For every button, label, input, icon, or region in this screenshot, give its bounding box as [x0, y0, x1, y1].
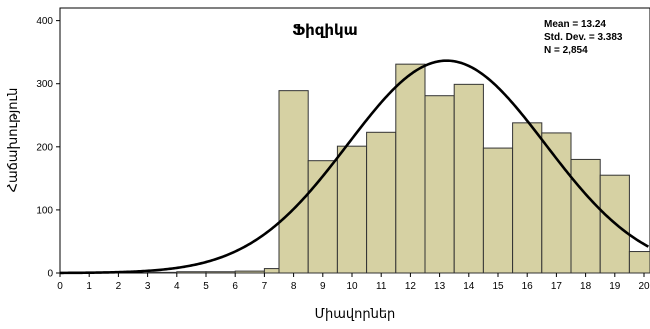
y-tick-label: 0	[47, 269, 53, 280]
x-tick-label: 12	[405, 281, 417, 292]
chart-title: Ֆիզիկա	[292, 21, 357, 39]
histogram-bar	[482, 147, 514, 274]
histogram-bar	[541, 132, 572, 274]
x-tick-label: 11	[376, 281, 387, 292]
x-tick-label: 13	[434, 281, 446, 292]
x-tick-label: 0	[57, 281, 63, 292]
normal-curve	[59, 59, 650, 275]
histogram-bar	[512, 122, 543, 274]
histogram-bar	[234, 270, 265, 274]
histogram-bar	[263, 268, 280, 274]
histogram-bar	[176, 271, 207, 274]
x-tick-label: 18	[580, 281, 592, 292]
histogram-bar	[395, 63, 426, 274]
histogram-bar	[570, 158, 601, 274]
stats-box: Mean = 13.24 Std. Dev. = 3.383 N = 2,854	[544, 19, 623, 56]
y-tick-label: 400	[36, 16, 53, 27]
x-tick-label: 20	[638, 281, 650, 292]
x-tick-label: 19	[609, 281, 621, 292]
x-tick-label: 3	[145, 281, 151, 292]
histogram-bar	[366, 131, 397, 274]
stats-std-dev: Std. Dev. = 3.383	[544, 32, 623, 43]
x-axis: 0 1 2 3 4 5 6 7 8 9 10 11 12 13 14 15 16 17 18 19 20	[57, 273, 650, 292]
histogram-bar	[424, 95, 455, 274]
y-axis-title: Հաճախություն	[6, 88, 21, 193]
y-tick-label: 100	[36, 205, 53, 216]
histogram-bar	[453, 83, 484, 274]
stats-n: N = 2,854	[544, 45, 588, 56]
histogram-bar	[147, 271, 178, 274]
histogram-bars	[147, 63, 650, 274]
x-tick-label: 15	[492, 281, 504, 292]
x-tick-label: 10	[346, 281, 358, 292]
x-tick-label: 2	[116, 281, 122, 292]
histogram-bar	[336, 145, 368, 274]
x-tick-label: 17	[551, 281, 563, 292]
y-tick-label: 200	[36, 142, 53, 153]
histogram-bar	[278, 90, 309, 274]
x-tick-label: 16	[522, 281, 534, 292]
x-tick-label: 8	[291, 281, 297, 292]
x-tick-label: 4	[174, 281, 180, 292]
histogram-bar	[628, 251, 650, 274]
histogram-bar	[205, 271, 236, 274]
y-axis: 0 100 200 300 400	[36, 16, 60, 280]
x-tick-label: 6	[232, 281, 238, 292]
x-tick-label: 14	[463, 281, 475, 292]
x-tick-label: 1	[86, 281, 92, 292]
x-tick-label: 5	[203, 281, 209, 292]
stats-mean: Mean = 13.24	[544, 19, 606, 30]
y-tick-label: 300	[36, 79, 53, 90]
x-tick-label: 7	[262, 281, 268, 292]
x-axis-title: Միավորներ	[315, 307, 396, 322]
x-tick-label: 9	[320, 281, 326, 292]
plot-area	[59, 7, 650, 275]
